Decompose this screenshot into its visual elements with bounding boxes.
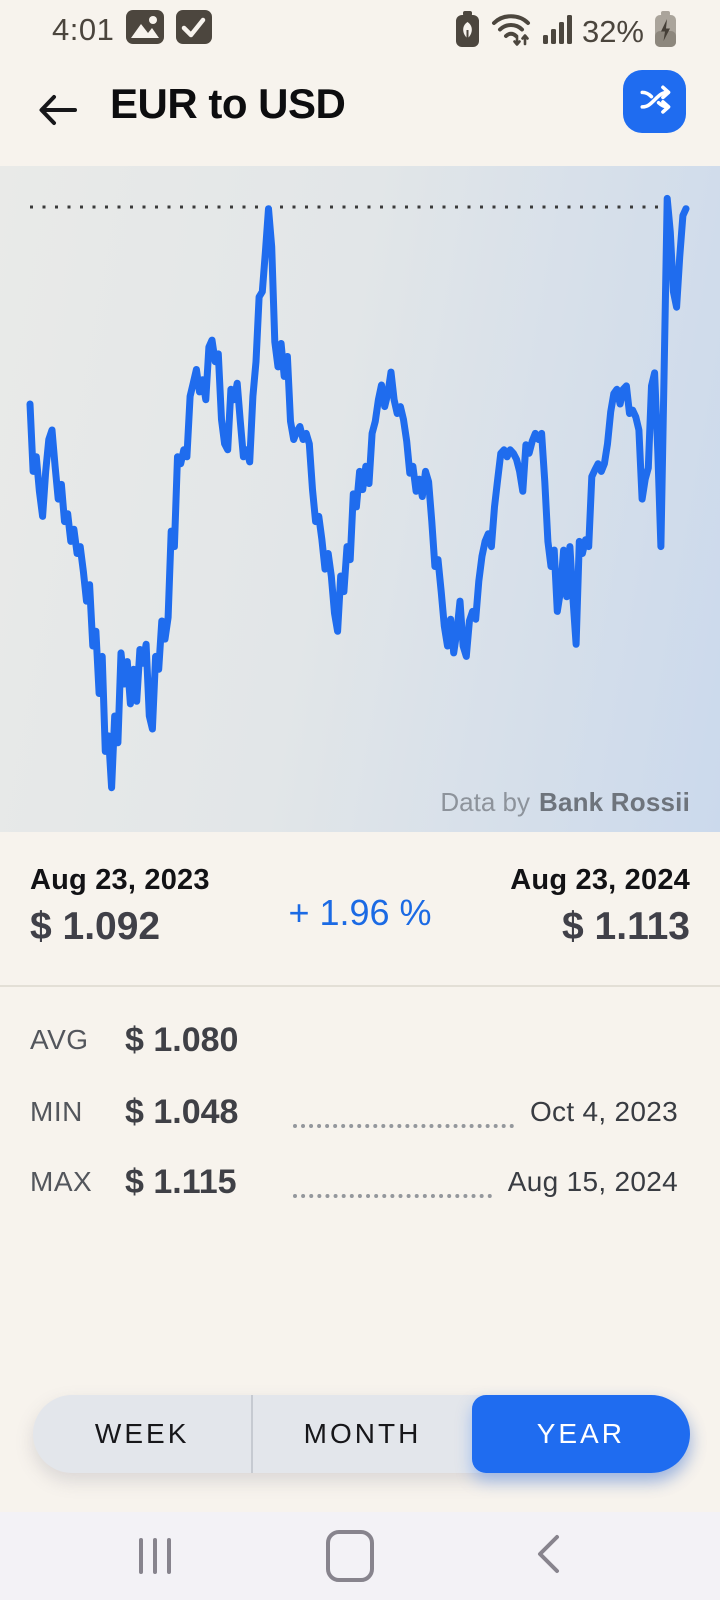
end-date: Aug 23, 2024 (510, 864, 690, 896)
summary-section: Aug 23, 2023 $ 1.092 + 1.96 % Aug 23, 20… (0, 832, 720, 987)
stat-label: AVG (30, 1024, 89, 1055)
chevron-left-icon (535, 1532, 561, 1581)
system-nav-bar (0, 1512, 720, 1600)
rate-chart[interactable]: Data by Bank Rossii (0, 166, 720, 832)
home-icon (326, 1530, 374, 1582)
recents-icon (139, 1538, 171, 1574)
gallery-notification-icon (126, 10, 165, 49)
rate-line (26, 194, 690, 792)
status-time: 4:01 (52, 11, 115, 47)
stat-label: MIN (30, 1096, 83, 1127)
attribution-prefix: Data by (440, 787, 530, 817)
start-date: Aug 23, 2023 (30, 864, 210, 896)
battery-charging-icon (653, 10, 678, 53)
nav-home-button[interactable] (310, 1512, 390, 1600)
end-price: $ 1.113 (562, 905, 690, 948)
arrow-left-icon (37, 93, 79, 130)
swap-currencies-button[interactable] (623, 70, 686, 133)
shuffle-icon (637, 82, 673, 121)
change-percent: + 1.96 % (288, 892, 432, 933)
header: EUR to USD (0, 58, 720, 164)
checkbox-notification-icon (176, 10, 213, 49)
tab-month[interactable]: MONTH (251, 1395, 471, 1473)
stat-label: MAX (30, 1166, 93, 1197)
page-title: EUR to USD (110, 80, 346, 127)
nav-back-button[interactable] (508, 1512, 588, 1600)
stat-value: $ 1.048 (125, 1092, 239, 1131)
battery-percent: 32% (581, 13, 644, 49)
stat-value: $ 1.080 (125, 1020, 239, 1059)
attribution-source: Bank Rossii (538, 787, 690, 817)
stat-row-max: MAX $ 1.115 Aug 15, 2024 (30, 1156, 678, 1208)
nav-recents-button[interactable] (115, 1512, 195, 1600)
stat-row-min: MIN $ 1.048 Oct 4, 2023 (30, 1086, 678, 1138)
signal-strength-icon (542, 11, 573, 52)
tab-year[interactable]: YEAR (471, 1395, 690, 1473)
stat-leader (293, 1194, 492, 1198)
stat-date: Oct 4, 2023 (529, 1096, 678, 1127)
wifi-icon (490, 10, 534, 53)
stat-leader (293, 1124, 514, 1128)
stat-row-avg: AVG $ 1.080 (30, 1014, 678, 1066)
tab-week[interactable]: WEEK (33, 1395, 251, 1473)
start-price: $ 1.092 (30, 905, 161, 948)
back-button[interactable] (34, 88, 82, 134)
stat-date: Aug 15, 2024 (507, 1166, 678, 1197)
chart-attribution: Data by Bank Rossii (440, 787, 690, 818)
battery-saver-icon (454, 10, 481, 53)
status-bar: 4:01 32% (0, 0, 720, 58)
stat-value: $ 1.115 (125, 1162, 237, 1201)
range-selector: WEEK MONTH YEAR (33, 1395, 690, 1473)
